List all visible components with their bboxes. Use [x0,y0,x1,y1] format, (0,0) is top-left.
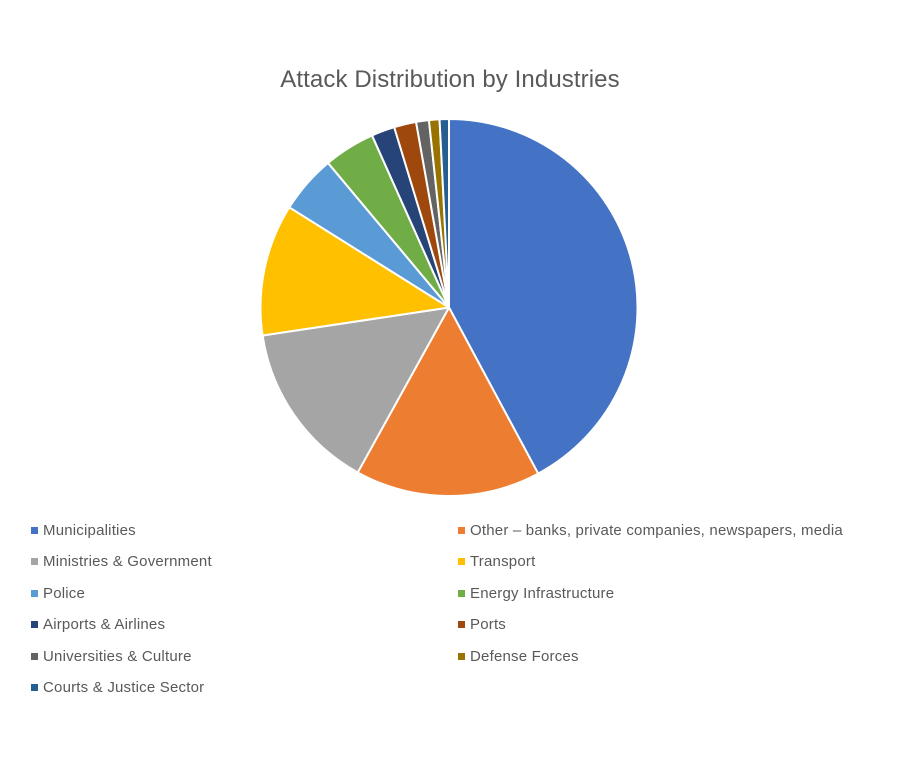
pie-slice-courts-justice-sector [438,118,450,309]
legend-label: Transport [470,553,536,570]
legend-label: Police [43,584,86,602]
legend-item: Transport [458,551,535,573]
legend-label: Universities & Culture [43,647,192,665]
legend-label: Municipalities [43,521,136,539]
legend-marker-icon [458,652,465,660]
legend-item: Courts & Justice Sector [31,677,204,699]
legend-marker-icon [458,621,465,628]
legend-label: Defense Forces [470,647,579,665]
legend-label: Airports & Airlines [43,616,166,633]
legend-marker-icon [31,589,38,597]
legend-marker-icon [458,589,465,597]
pie-slice-transport [259,206,450,337]
legend-item: Energy Infrastructure [458,582,614,604]
legend-label: Courts & Justice Sector [43,679,205,696]
legend-marker-icon [31,652,38,660]
pie-slice-ministries-government [261,306,450,474]
pie-slice-municipalities [448,118,639,475]
legend-marker-icon [31,526,38,534]
legend-item: Universities & Culture [31,645,192,667]
legend-marker-icon [31,621,38,628]
legend-item: Other – banks, private companies, newspa… [458,519,843,541]
legend-marker-icon [458,558,465,565]
legend-label: Energy Infrastructure [470,584,615,602]
pie-chart [259,118,639,497]
legend-label: Ministries & Government [43,553,212,570]
legend-item: Ministries & Government [31,551,212,573]
legend-marker-icon [31,558,38,565]
legend-item: Police [31,582,85,604]
legend-item: Airports & Airlines [31,614,165,636]
pie-slice-other-banks-private-companies-newspapers-media [356,306,540,497]
legend-marker-icon [458,526,465,534]
legend-item: Municipalities [31,519,136,541]
legend-label: Ports [470,616,507,633]
legend-marker-icon [31,684,38,691]
legend-item: Ports [458,614,506,636]
chart-title: Attack Distribution by Industries [280,66,620,93]
legend-label: Other – banks, private companies, newspa… [470,521,843,539]
legend-item: Defense Forces [458,645,579,667]
